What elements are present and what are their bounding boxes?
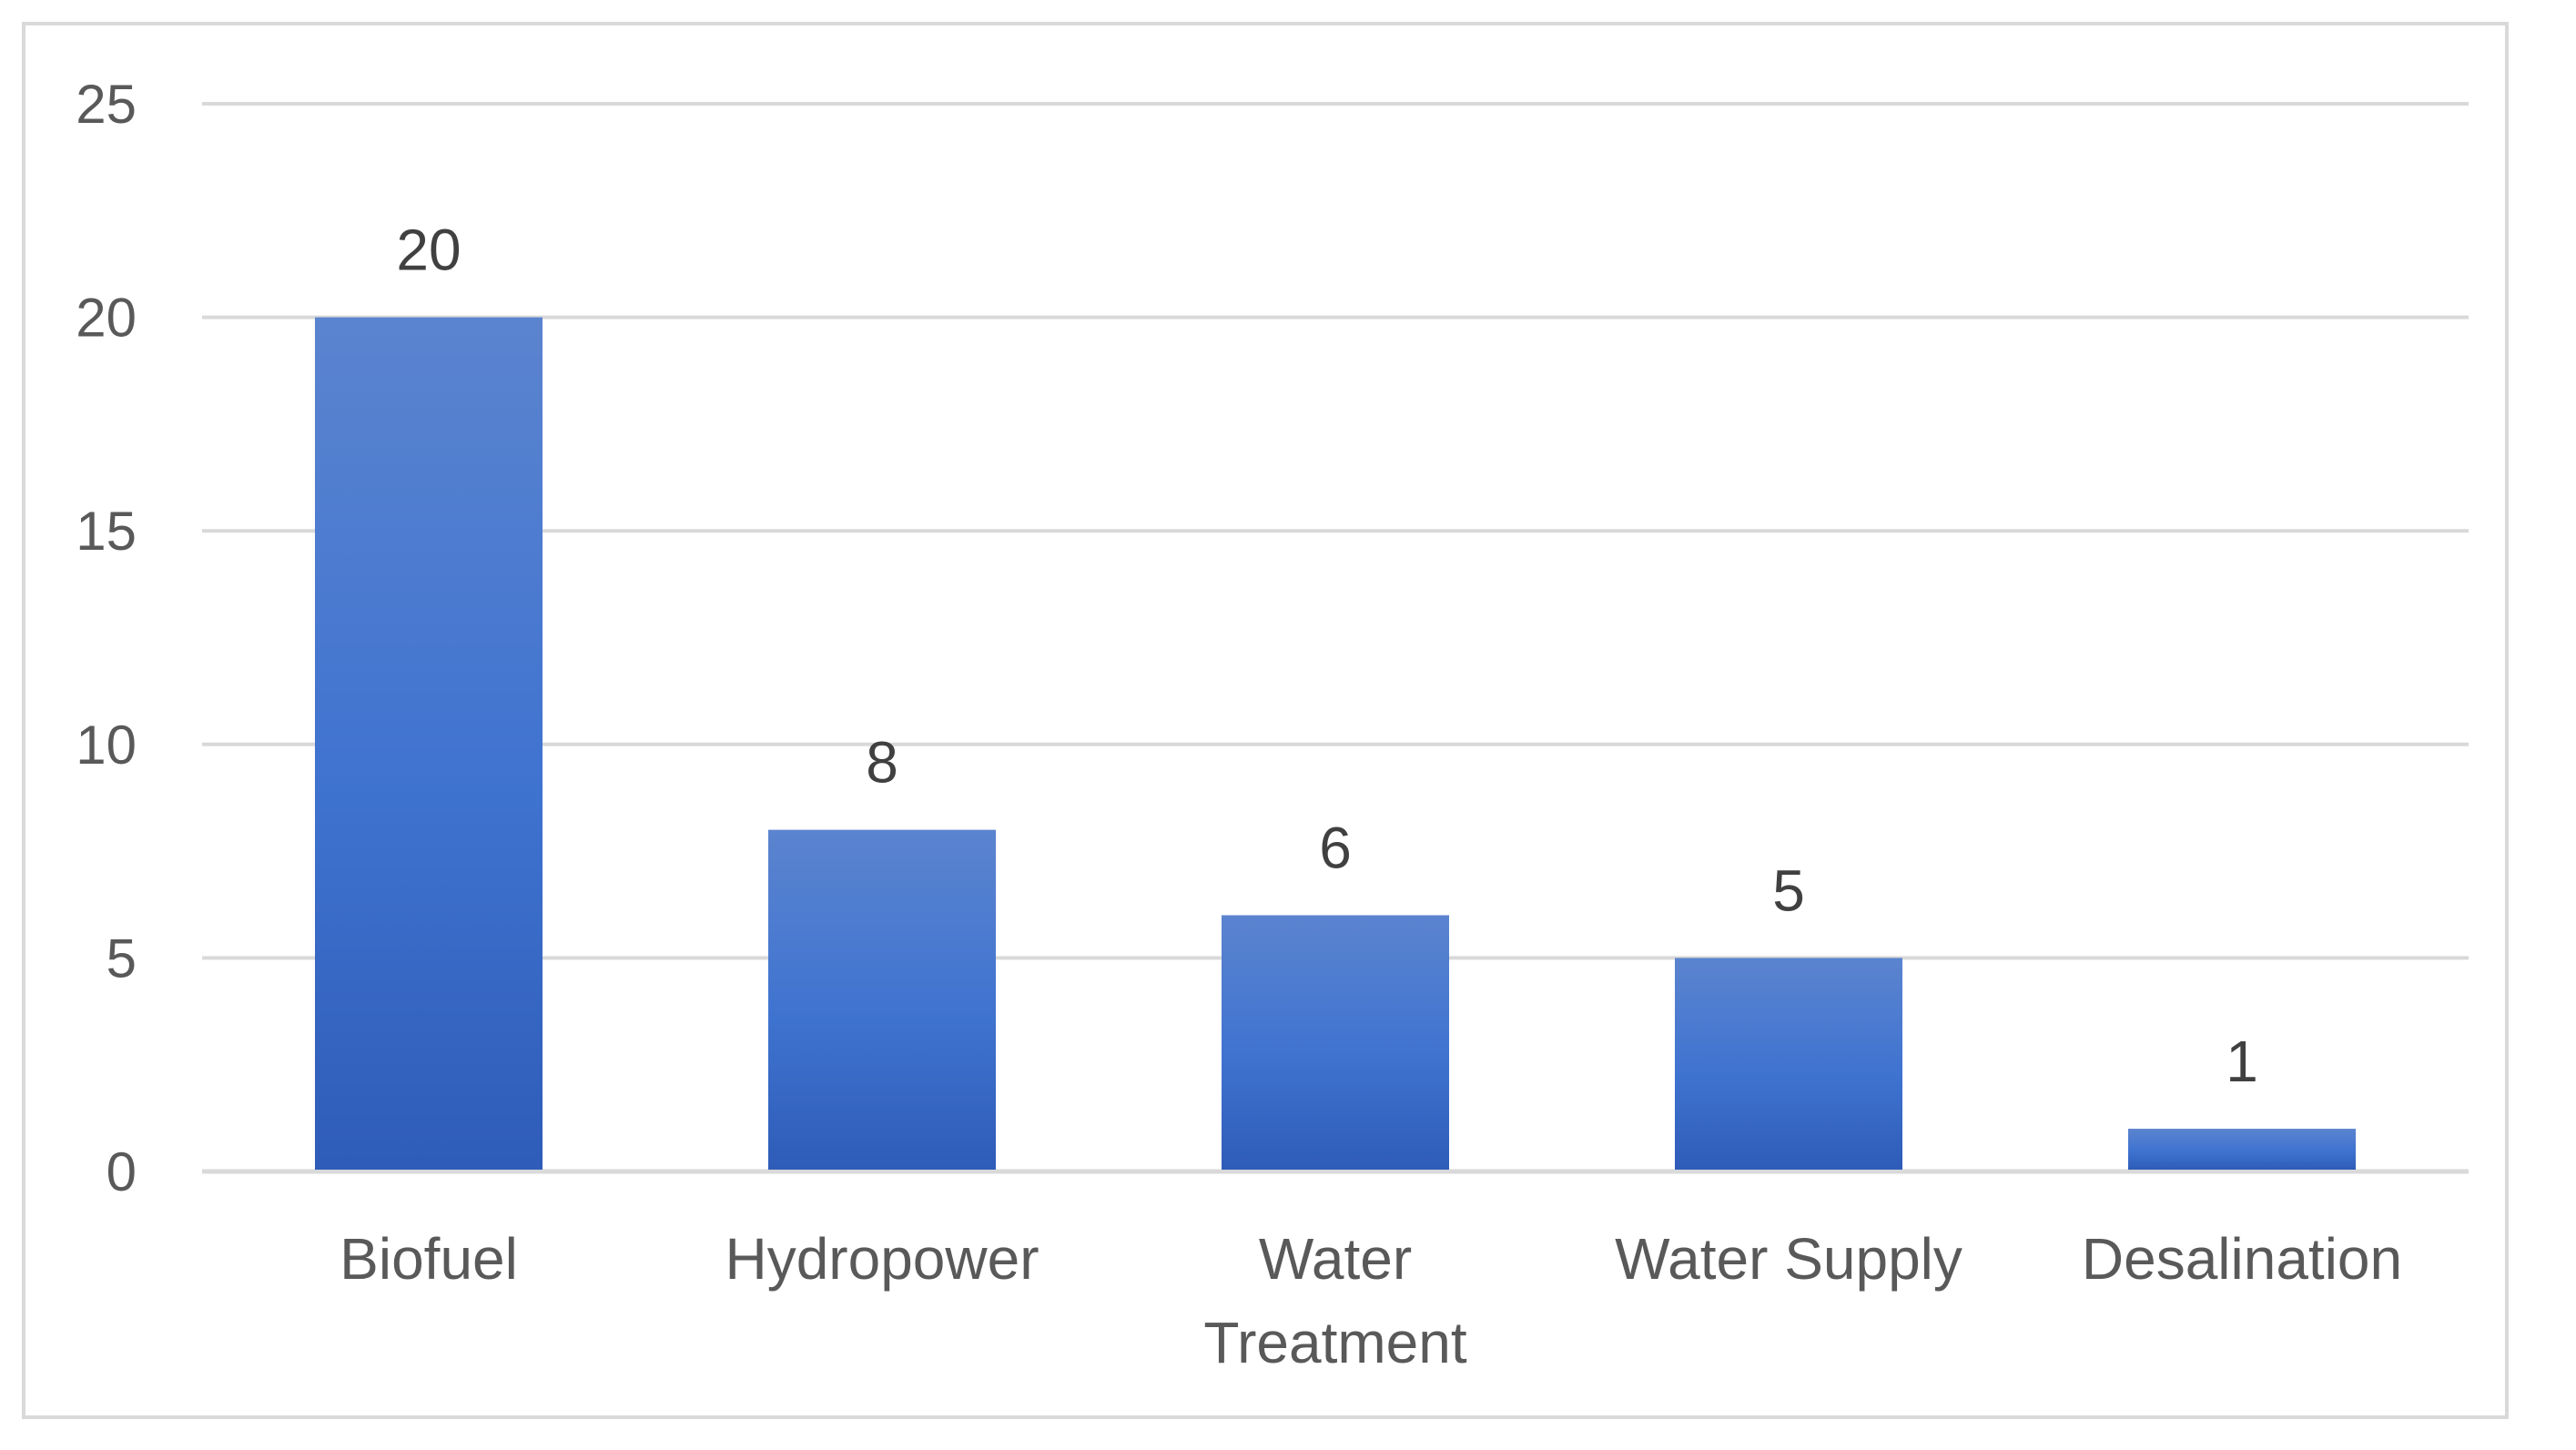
- bar: [1675, 958, 1902, 1170]
- category-label: Water Supply: [1615, 1226, 1962, 1292]
- category-label: Desalination: [2082, 1226, 2402, 1292]
- data-label: 20: [396, 218, 461, 283]
- y-tick-label: 25: [76, 74, 137, 135]
- data-label: 6: [1319, 815, 1352, 880]
- gridlines: [202, 102, 2469, 1174]
- y-tick-label: 10: [76, 715, 137, 776]
- y-tick-label: 20: [76, 288, 137, 349]
- bar: [315, 317, 543, 1171]
- data-labels: 20 8 6 5 1: [396, 218, 2257, 1094]
- category-label: Water Treatment: [1203, 1226, 1467, 1375]
- y-tick-label: 0: [106, 1141, 137, 1202]
- category-label: Hydropower: [725, 1226, 1039, 1292]
- y-tick-label: 15: [76, 501, 137, 562]
- data-label: 8: [866, 730, 898, 796]
- y-axis-tick-labels: 0 5 10 15 20 25: [76, 74, 137, 1202]
- bars: [315, 317, 2356, 1171]
- x-axis-category-labels: Biofuel Hydropower Water Treatment Water Sup…: [340, 1226, 2402, 1375]
- bar: [1222, 915, 1449, 1170]
- bar: [768, 829, 996, 1170]
- data-label: 1: [2226, 1029, 2258, 1094]
- bar: [2128, 1129, 2356, 1170]
- y-tick-label: 5: [106, 928, 137, 989]
- data-label: 5: [1772, 857, 1805, 923]
- category-label: Biofuel: [340, 1226, 518, 1292]
